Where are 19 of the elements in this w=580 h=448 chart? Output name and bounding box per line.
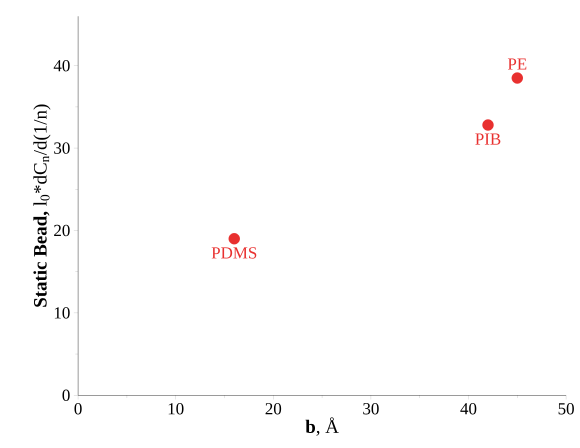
point	[228, 233, 240, 244]
x-tick-label: 30	[363, 403, 379, 414]
point	[512, 72, 523, 84]
y-tick-label: 10	[54, 307, 70, 319]
x-axis-title: b, Å	[305, 417, 339, 436]
x-tick-label: 40	[460, 403, 476, 414]
annotation: PDMS	[212, 247, 256, 259]
x-tick-label: 10	[168, 403, 184, 414]
annotation: PIB	[475, 134, 500, 145]
point	[482, 119, 494, 131]
x-tick-label: 0	[74, 403, 82, 414]
y-tick-label: 30	[54, 142, 70, 154]
y-axis-title: Static Bead, l$_{0}$*dC$_{n}$/d(1/n)	[33, 104, 51, 307]
y-tick-label: 20	[54, 224, 70, 236]
x-tick-label: 50	[558, 403, 574, 414]
x-tick-label: 20	[266, 403, 282, 414]
annotation: PE	[508, 58, 526, 70]
y-tick-label: 40	[54, 60, 70, 72]
y-tick-label: 0	[62, 390, 70, 401]
